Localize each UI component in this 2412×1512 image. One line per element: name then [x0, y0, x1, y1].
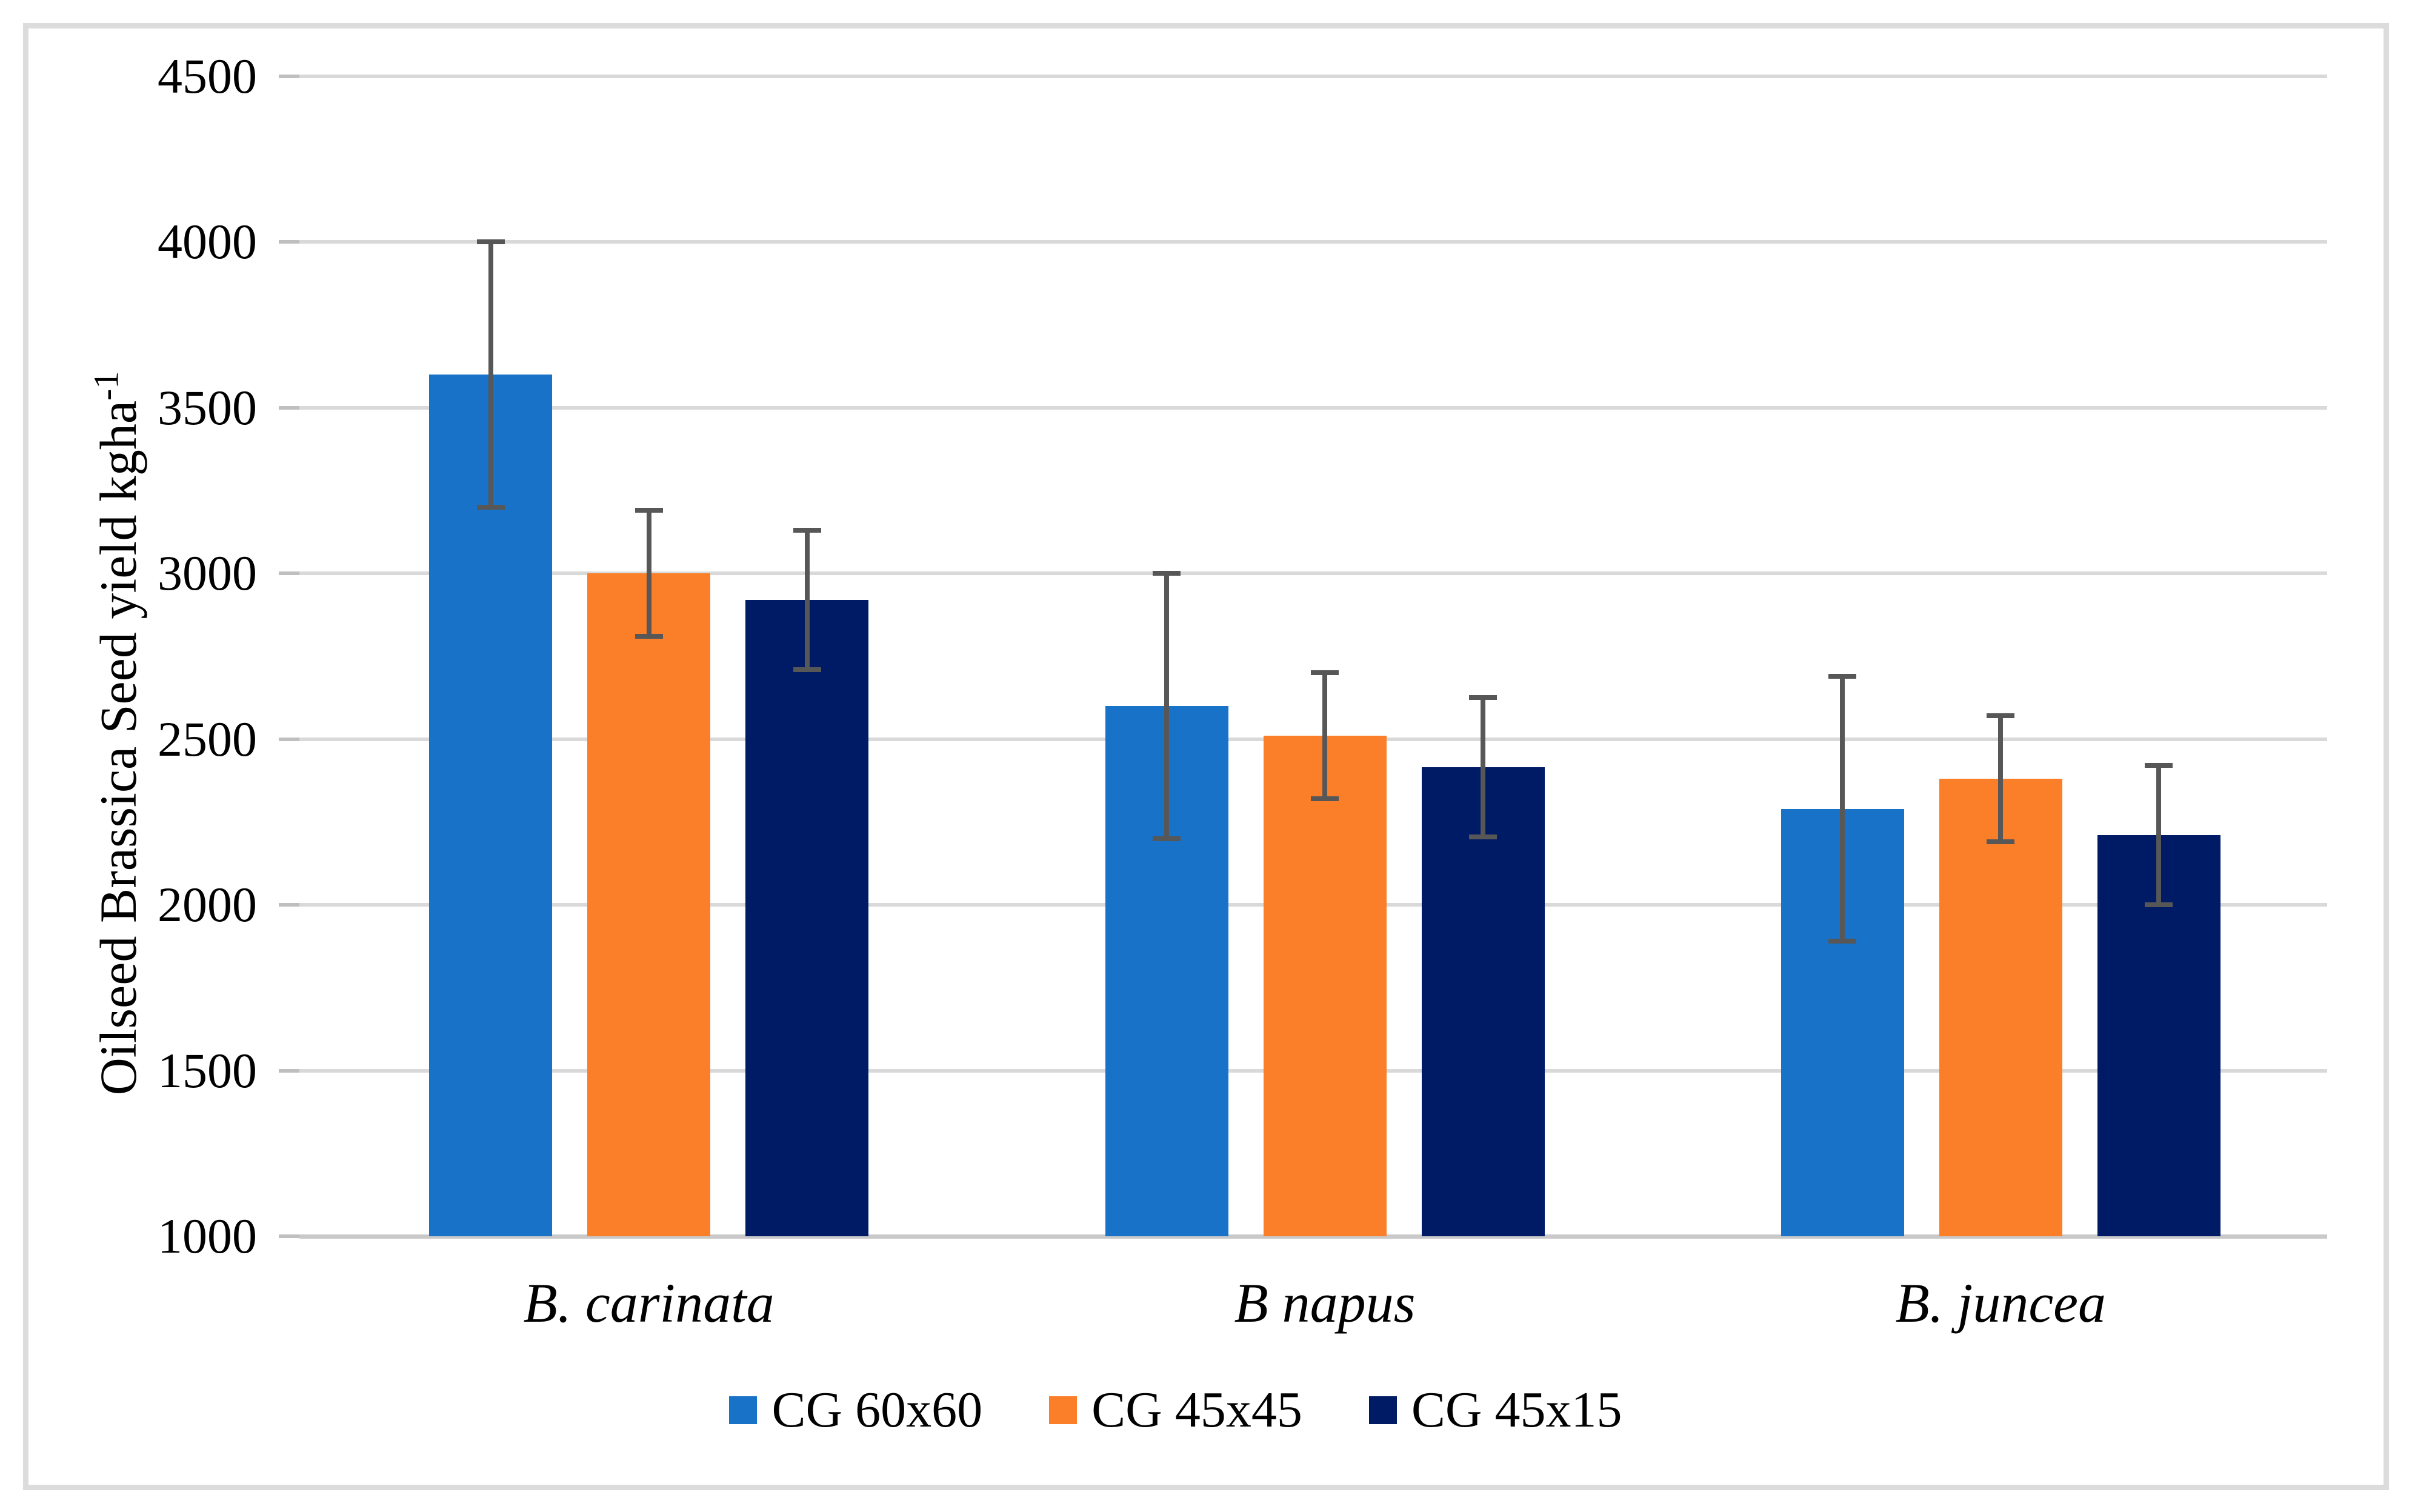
gridline: [299, 240, 2327, 244]
legend-label-cg-60x60: CG 60x60: [771, 1382, 983, 1438]
x-axis-category-label-b-carinata: B. carinata: [523, 1272, 775, 1334]
bar-cg-45x45-b-carinata: [587, 573, 711, 1236]
y-axis-tick-label: 1000: [158, 1208, 257, 1264]
bar-cg-45x45-b-juncea: [1939, 779, 2062, 1236]
y-axis-tick-label: 4000: [158, 214, 257, 270]
y-axis-tick-mark: [279, 1234, 299, 1238]
error-bar-line: [1322, 673, 1327, 799]
y-axis-tick-mark: [279, 737, 299, 741]
gridline: [299, 75, 2327, 78]
y-axis-tick-label: 3500: [158, 379, 257, 435]
error-bar-cap-top: [1828, 673, 1857, 679]
error-bar-line: [1998, 716, 2004, 842]
legend-item-cg-60x60: CG 60x60: [729, 1377, 982, 1444]
y-axis-tick-mark: [279, 75, 299, 78]
error-bar-line: [1481, 698, 1485, 838]
x-axis-category-label-b-juncea: B. juncea: [1895, 1272, 2107, 1334]
legend-item-cg-45x15: CG 45x15: [1368, 1377, 1622, 1444]
gridline: [299, 405, 2327, 410]
error-bar-cap-bottom: [476, 504, 505, 510]
y-axis-tick-label: 2000: [158, 877, 257, 933]
error-bar-line: [804, 530, 810, 670]
error-bar-cap-top: [793, 528, 821, 533]
legend-swatch-cg-45x45: [1049, 1396, 1078, 1424]
bar-cg-60x60-b-carinata: [429, 375, 553, 1236]
error-bar-cap-top: [635, 508, 663, 513]
error-bar-cap-top: [1153, 571, 1181, 576]
legend-swatch-cg-60x60: [729, 1396, 758, 1424]
y-axis-tick-mark: [279, 1068, 299, 1073]
error-bar-cap-bottom: [2145, 902, 2173, 908]
x-axis-category-label-b-napus: B napus: [1234, 1272, 1416, 1334]
error-bar-cap-top: [1987, 713, 2015, 719]
y-axis-tick-mark: [279, 903, 299, 907]
y-axis-tick-mark: [279, 240, 299, 244]
error-bar-cap-top: [1469, 695, 1497, 701]
figure-border: [23, 23, 2389, 1490]
legend: CG 60x60 CG 45x45 CG 45x15: [0, 1371, 2351, 1450]
y-axis-tick-label: 2500: [158, 711, 257, 767]
bar-cg-45x15-b-carinata: [745, 600, 869, 1236]
gridline: [299, 571, 2327, 576]
error-bar-line: [488, 242, 493, 507]
error-bar-cap-bottom: [793, 667, 821, 672]
error-bar-cap-bottom: [1153, 836, 1181, 841]
error-bar-cap-bottom: [1311, 796, 1339, 802]
bar-cg-45x15-b-napus: [1421, 767, 1545, 1236]
y-axis-tick-label: 1500: [158, 1042, 257, 1098]
error-bar-cap-top: [476, 239, 505, 245]
error-bar-cap-top: [1311, 670, 1339, 676]
error-bar-cap-bottom: [1987, 839, 2015, 845]
x-axis-line: [299, 1234, 2327, 1239]
legend-label-cg-45x45: CG 45x45: [1091, 1382, 1302, 1438]
error-bar-cap-bottom: [1469, 834, 1497, 840]
y-axis-tick-label: 3000: [158, 545, 257, 601]
legend-swatch-cg-45x15: [1368, 1396, 1397, 1424]
y-axis-tick-label: 4500: [158, 48, 257, 104]
error-bar-line: [2156, 765, 2162, 905]
error-bar-line: [1164, 573, 1169, 839]
bar-cg-45x45-b-napus: [1263, 736, 1387, 1236]
legend-item-cg-45x45: CG 45x45: [1049, 1377, 1302, 1444]
y-axis-tick-mark: [279, 571, 299, 576]
error-bar-cap-top: [2145, 763, 2173, 768]
error-bar-line: [1840, 676, 1845, 942]
error-bar-cap-bottom: [1828, 939, 1857, 944]
legend-label-cg-45x15: CG 45x15: [1411, 1382, 1622, 1438]
error-bar-line: [646, 510, 651, 637]
error-bar-cap-bottom: [635, 634, 663, 639]
y-axis-tick-mark: [279, 405, 299, 410]
